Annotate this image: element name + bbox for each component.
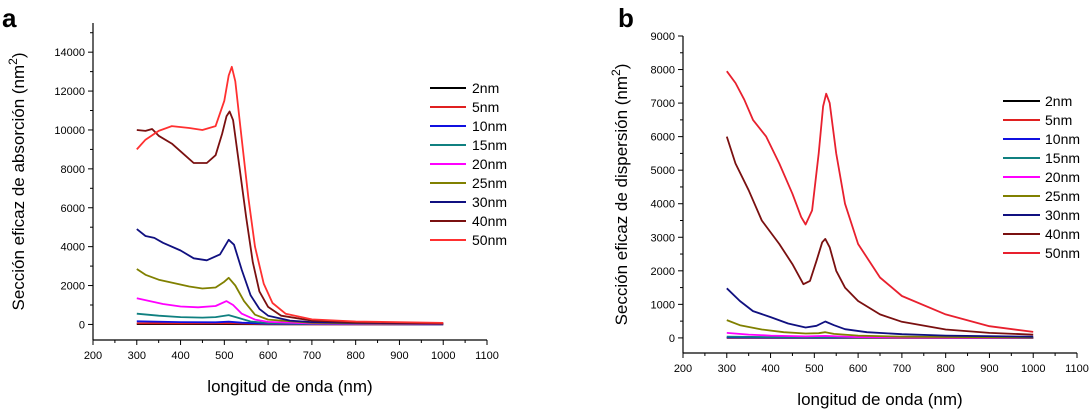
panel-b-legend-label-25nm: 25nm xyxy=(1045,188,1080,204)
panel-a-x-tick-label: 500 xyxy=(215,350,233,362)
panel-a-series-25nm xyxy=(136,268,444,325)
panel-b-x-axis-title: longitud de onda (nm) xyxy=(797,390,962,409)
panel-a-x-tick-label: 1000 xyxy=(431,350,455,362)
panel-b-y-tick-label: 6000 xyxy=(651,132,675,144)
panel-a-x-axis-title: longitud de onda (nm) xyxy=(207,377,372,396)
panel-a-y-axis-title: Sección eficaz de absorción (nm2) xyxy=(6,52,28,310)
panel-b-y-axis-title: Sección eficaz de dispersión (nm2) xyxy=(609,64,631,326)
panel-b-legend-label-50nm: 50nm xyxy=(1045,245,1080,261)
panel-a-y-tick-label: 4000 xyxy=(61,242,85,254)
panel-a-y-tick-label: 0 xyxy=(79,319,85,331)
panel-b-series-50nm xyxy=(726,70,1034,333)
panel-a-series-30nm xyxy=(136,228,444,325)
panel-a-chart: a 200 300 400 500 600 700 800 900 1000 1100 0 2000 40… xyxy=(2,3,507,396)
panel-b-chart: b 200 300 400 500 600 700 800 900 1000 1100 0 1000 20… xyxy=(609,3,1089,409)
panel-b-legend-label-10nm: 10nm xyxy=(1045,131,1080,147)
panel-a-x-tick-label: 300 xyxy=(128,350,146,362)
panel-a-legend-label-2nm: 2nm xyxy=(472,80,499,96)
panel-a-x-tick-label: 200 xyxy=(84,350,102,362)
panel-a-y-tick-label: 6000 xyxy=(61,203,85,215)
panel-a-legend-label-5nm: 5nm xyxy=(472,99,499,115)
panel-a-x-tick-label: 400 xyxy=(171,350,189,362)
panel-a-x-tick-label: 800 xyxy=(346,350,364,362)
panel-b-x-tick-label: 400 xyxy=(761,363,779,375)
panel-b-y-tick-label: 8000 xyxy=(651,65,675,77)
panel-b-legend-label-40nm: 40nm xyxy=(1045,226,1080,242)
panel-b-series-40nm xyxy=(725,136,1034,336)
panel-b-letter: b xyxy=(618,3,634,33)
panel-a-legend-label-25nm: 25nm xyxy=(472,175,507,191)
panel-b-y-tick-label: 2000 xyxy=(651,266,675,278)
panel-b-legend-label-2nm: 2nm xyxy=(1045,93,1072,109)
panel-b-x-tick-label: 700 xyxy=(893,363,911,375)
panel-a-y-tick-label: 14000 xyxy=(54,47,85,59)
panel-a-series-20nm xyxy=(136,297,444,325)
panel-a-y-tick-label: 10000 xyxy=(54,125,85,137)
panel-b-x-tick-label: 200 xyxy=(674,363,692,375)
panel-a-y-tick-label: 12000 xyxy=(54,86,85,98)
panel-a-x-tick-label: 700 xyxy=(303,350,321,362)
panel-b-y-tick-label: 0 xyxy=(669,333,675,345)
panel-b-y-tick-label: 3000 xyxy=(651,232,675,244)
panel-a-y-tick-label: 2000 xyxy=(61,281,85,293)
panel-b-legend-label-20nm: 20nm xyxy=(1045,169,1080,185)
panel-a-legend-label-30nm: 30nm xyxy=(472,194,507,210)
panel-b-y-tick-label: 9000 xyxy=(651,31,675,43)
panel-a-legend-label-40nm: 40nm xyxy=(472,213,507,229)
panel-b-legend-label-30nm: 30nm xyxy=(1045,207,1080,223)
panel-b-x-tick-label: 900 xyxy=(980,363,998,375)
panel-a-legend-label-15nm: 15nm xyxy=(472,137,507,153)
panel-b-y-tick-label: 5000 xyxy=(651,165,675,177)
panel-b-x-tick-label: 1000 xyxy=(1021,363,1045,375)
panel-a-legend-label-20nm: 20nm xyxy=(472,156,507,172)
panel-a-legend-label-10nm: 10nm xyxy=(472,118,507,134)
panel-a-x-tick-label: 900 xyxy=(390,350,408,362)
panel-a-letter: a xyxy=(2,3,17,33)
panel-a-y-tick-label: 8000 xyxy=(61,164,85,176)
panel-a-series-15nm xyxy=(136,312,444,326)
panel-b-series-20nm xyxy=(726,332,1034,339)
panel-b-series-30nm xyxy=(726,287,1034,338)
panel-b-y-tick-label: 1000 xyxy=(651,299,675,311)
panel-a-x-tick-label: 600 xyxy=(259,350,277,362)
panel-b-x-tick-label: 600 xyxy=(849,363,867,375)
panel-b-x-tick-label: 500 xyxy=(805,363,823,375)
panel-a-series-40nm xyxy=(136,110,444,325)
panel-a-legend-label-50nm: 50nm xyxy=(472,232,507,248)
panel-b-x-tick-label: 1100 xyxy=(1065,363,1089,375)
panel-b-series-25nm xyxy=(726,319,1034,339)
panel-b-x-tick-label: 300 xyxy=(718,363,736,375)
panel-b-legend-label-5nm: 5nm xyxy=(1045,112,1072,128)
panel-b-x-tick-label: 800 xyxy=(936,363,954,375)
panel-b-y-tick-label: 7000 xyxy=(651,98,675,110)
panel-b-legend-label-15nm: 15nm xyxy=(1045,150,1080,166)
panel-a-series-50nm xyxy=(136,65,444,324)
panel-a-x-tick-label: 1100 xyxy=(475,350,499,362)
panel-b-y-tick-label: 4000 xyxy=(651,199,675,211)
